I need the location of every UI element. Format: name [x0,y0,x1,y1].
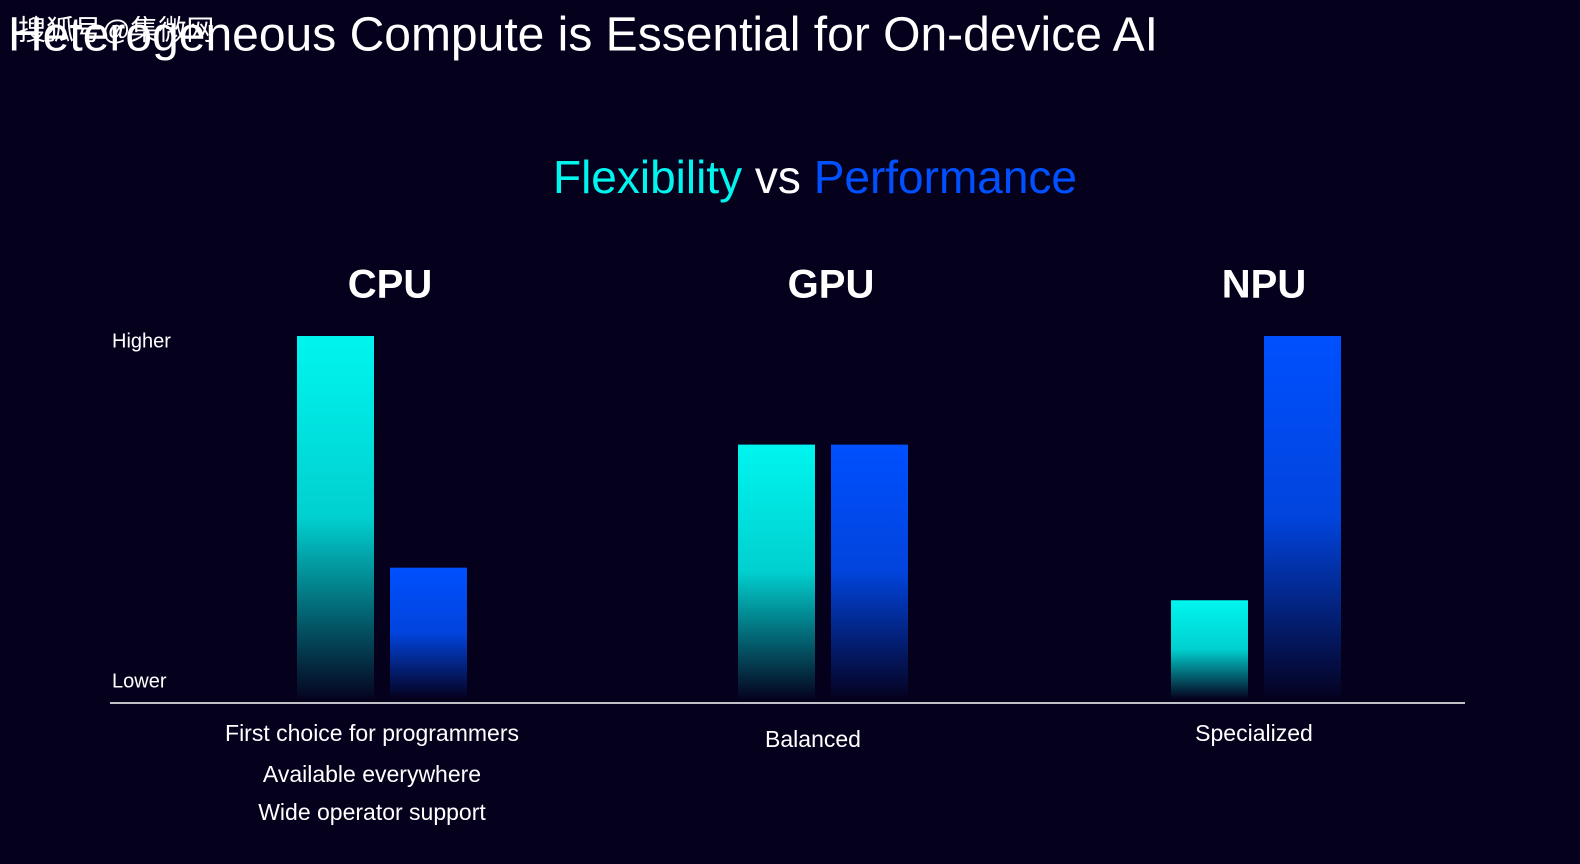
y-tick-label: Lower [112,670,167,692]
y-tick-label: Higher [112,330,171,352]
category-label: CPU [348,263,432,307]
bar [831,444,908,698]
legend-entry: Performance [814,151,1077,203]
bar [1264,336,1341,698]
bar [297,336,374,698]
category-description: Specialized [1195,720,1313,746]
category-label: GPU [788,263,875,307]
bar [390,567,467,698]
slide-title: Heterogeneous Compute is Essential for O… [8,9,1158,62]
category-description: Wide operator support [258,799,486,825]
category-description: Available everywhere [263,761,481,787]
category-label: NPU [1222,263,1306,307]
category-description: Balanced [765,726,861,752]
watermark: 搜狐号@集微网 [18,14,214,45]
legend: Flexibility vs Performance [553,151,1077,203]
bar [738,444,815,698]
legend-separator: vs [755,151,801,203]
bar [1171,600,1248,698]
legend-entry: Flexibility [553,151,742,203]
category-description: First choice for programmers [225,720,519,746]
